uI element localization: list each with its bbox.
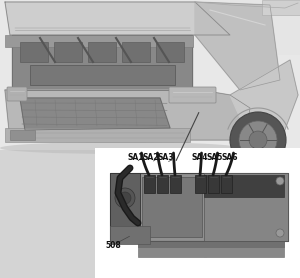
Circle shape: [239, 121, 277, 159]
Bar: [204, 173, 288, 241]
Bar: [110, 173, 288, 241]
Polygon shape: [5, 90, 250, 140]
Bar: [54, 42, 82, 62]
Bar: [122, 42, 150, 62]
Bar: [204, 175, 284, 197]
Bar: [138, 247, 284, 257]
Text: SA4: SA4: [192, 153, 208, 162]
Bar: [95, 148, 300, 278]
Ellipse shape: [0, 142, 240, 154]
Circle shape: [276, 177, 284, 185]
Bar: [144, 175, 155, 193]
Bar: [156, 42, 184, 62]
Bar: [195, 175, 206, 193]
Polygon shape: [230, 60, 298, 148]
Bar: [262, 0, 300, 15]
Text: SA3: SA3: [158, 153, 174, 162]
Bar: [157, 175, 168, 193]
Circle shape: [249, 131, 267, 149]
Bar: [30, 65, 175, 85]
Text: SA5: SA5: [207, 153, 223, 162]
Bar: [10, 130, 35, 140]
Bar: [138, 241, 284, 247]
Bar: [88, 42, 116, 62]
Bar: [5, 35, 193, 47]
FancyBboxPatch shape: [230, 0, 300, 55]
Bar: [0, 0, 300, 150]
Text: www.autogenius.info: www.autogenius.info: [174, 254, 246, 259]
Polygon shape: [12, 35, 192, 90]
Text: SA2: SA2: [143, 153, 159, 162]
Bar: [170, 175, 181, 193]
Text: 508: 508: [105, 240, 121, 249]
Circle shape: [276, 229, 284, 237]
Polygon shape: [20, 98, 170, 130]
Bar: [110, 173, 140, 241]
Text: SA1: SA1: [128, 153, 144, 162]
Circle shape: [115, 188, 135, 208]
Bar: [20, 42, 48, 62]
Circle shape: [230, 112, 286, 168]
FancyBboxPatch shape: [169, 87, 216, 103]
Bar: [221, 175, 232, 193]
FancyBboxPatch shape: [7, 87, 27, 101]
Bar: [142, 177, 202, 237]
Polygon shape: [195, 2, 280, 90]
Polygon shape: [5, 2, 230, 35]
Text: SA6: SA6: [222, 153, 238, 162]
Bar: [5, 128, 190, 142]
Bar: [110, 226, 150, 244]
Bar: [208, 175, 219, 193]
Circle shape: [119, 192, 131, 204]
